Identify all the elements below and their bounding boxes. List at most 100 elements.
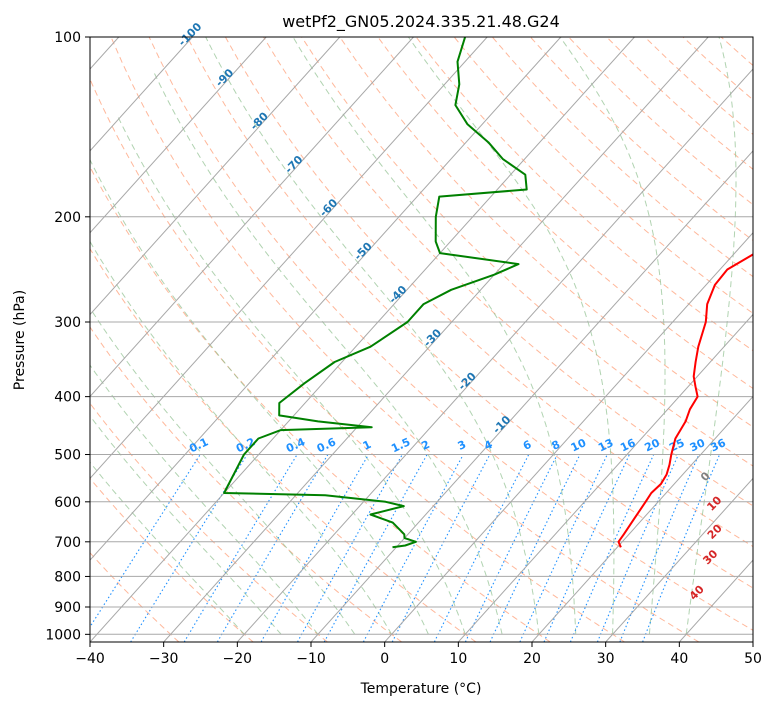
mixing-ratio-line — [323, 454, 428, 642]
theta-e-label: 20 — [705, 522, 725, 542]
moist-adiabat — [153, 73, 503, 635]
x-tick-label: −20 — [223, 651, 253, 667]
isotherm-label: -80 — [248, 109, 271, 132]
dry-adiabat — [339, 37, 753, 428]
dry-adiabat — [606, 37, 753, 170]
mixing-ratio-label: 3 — [456, 438, 468, 453]
isotherm — [605, 477, 753, 642]
mixing-ratio-label: 8 — [550, 438, 562, 453]
mixing-ratio-line — [183, 454, 298, 642]
mixing-ratio-label: 13 — [596, 436, 615, 454]
y-tick-label: 700 — [54, 535, 81, 551]
isotherm — [163, 37, 709, 642]
mixing-ratio-label: 2 — [419, 438, 431, 453]
y-tick-label: 300 — [54, 315, 81, 331]
x-tick-label: −40 — [75, 651, 105, 667]
moist-adiabat — [90, 158, 429, 635]
moist-adiabat — [90, 461, 245, 635]
isotherm-label: -100 — [176, 20, 205, 49]
dewpoint-profile — [223, 37, 528, 549]
moist-adiabat — [407, 37, 615, 635]
y-tick-label: 600 — [54, 495, 81, 511]
x-tick-label: 10 — [449, 651, 467, 667]
y-tick-label: 900 — [54, 600, 81, 616]
isotherm-label: -90 — [213, 66, 236, 89]
isotherm-label: -30 — [421, 326, 444, 349]
dry-adiabat — [90, 77, 625, 642]
isotherm — [678, 559, 753, 642]
mixing-ratio-label: 36 — [708, 436, 728, 454]
mixing-ratio-line — [569, 454, 655, 642]
x-tick-label: 50 — [744, 651, 762, 667]
isotherm-label: -10 — [490, 413, 513, 436]
isotherm — [310, 150, 753, 642]
moist-adiabat — [559, 37, 666, 635]
profile-series — [223, 37, 753, 549]
isotherm — [531, 395, 753, 642]
isotherm — [236, 68, 753, 642]
dry-adiabat — [263, 37, 753, 507]
gridlines — [90, 37, 753, 642]
isotherm — [90, 37, 488, 480]
y-tick-label: 800 — [54, 569, 81, 585]
mixing-ratio-label: 0.4 — [284, 435, 307, 455]
dry-adiabat — [90, 326, 403, 642]
dry-adiabat — [568, 37, 753, 206]
isotherm-label: -40 — [386, 283, 409, 306]
mixing-ratio-label: 6 — [521, 438, 534, 453]
mixing-ratio-line — [519, 454, 608, 642]
isotherm — [90, 37, 341, 316]
dry-adiabat — [224, 37, 753, 548]
isotherm — [90, 37, 267, 234]
mixing-ratio-label: 1 — [361, 438, 373, 453]
dry-adiabat — [682, 37, 753, 101]
moist-adiabat — [685, 37, 737, 635]
y-tick-label: 200 — [54, 210, 81, 226]
y-axis: 100 200 300 400 500 600 700 800 900 1000 — [45, 30, 90, 643]
dry-adiabat — [301, 37, 753, 467]
y-axis-label: Pressure (hPa) — [12, 290, 28, 390]
x-tick-label: 0 — [380, 651, 389, 667]
isotherm — [90, 37, 635, 642]
x-axis: −40 −30 −20 −10 0 10 20 30 40 50 — [75, 642, 762, 667]
x-tick-label: −30 — [149, 651, 179, 667]
isotherm — [90, 37, 193, 152]
theta-e-label: 40 — [687, 582, 707, 602]
x-tick-label: −10 — [296, 651, 326, 667]
mixing-ratio-label: 30 — [688, 436, 708, 454]
isotherm — [457, 313, 753, 642]
moist-adiabat — [90, 240, 393, 635]
y-tick-label: 1000 — [45, 627, 81, 643]
mixing-ratio-line — [362, 454, 464, 642]
mixing-ratio-label: 20 — [643, 436, 663, 454]
dry-adiabat — [90, 247, 477, 642]
mixing-ratio-label: 0.1 — [187, 435, 210, 455]
mixing-ratio-line — [489, 454, 581, 642]
theta-e-label: 0 — [698, 469, 713, 484]
mixing-ratio-label: 25 — [667, 436, 686, 454]
x-tick-label: 20 — [523, 651, 541, 667]
mixing-ratio-line — [216, 454, 329, 642]
chart-title: wetPf2_GN05.2024.335.21.48.G24 — [282, 12, 560, 32]
mixing-ratio-line — [297, 454, 403, 642]
plot-frame — [89, 36, 754, 643]
dry-adiabat — [453, 37, 753, 314]
dry-adiabat — [90, 477, 254, 642]
x-tick-label: 30 — [597, 651, 615, 667]
x-axis-label: Temperature (°C) — [360, 681, 482, 697]
moist-adiabat — [205, 37, 540, 635]
dry-adiabat — [110, 37, 700, 642]
isotherm — [90, 37, 414, 398]
mixing-ratio-line — [642, 454, 721, 642]
dry-adiabat — [186, 37, 753, 589]
dry-adiabat — [530, 37, 753, 241]
moist-adiabat — [116, 114, 466, 635]
mixing-ratio-label: 10 — [569, 436, 589, 454]
dry-adiabat — [759, 37, 775, 642]
temperature-profile — [617, 253, 753, 548]
y-tick-label: 100 — [54, 30, 81, 46]
mixing-ratio-line — [464, 454, 558, 642]
isotherm — [90, 37, 562, 561]
isotherm — [752, 641, 753, 642]
